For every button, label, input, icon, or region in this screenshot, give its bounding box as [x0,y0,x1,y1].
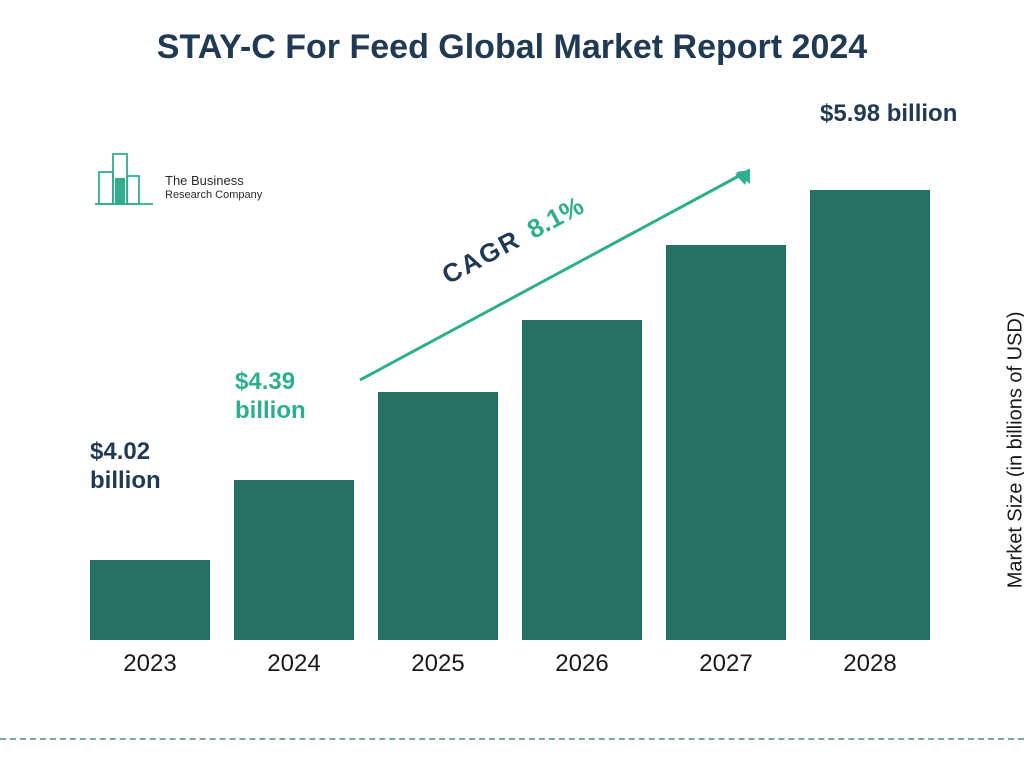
callout-2028: $5.98 billion [820,100,957,129]
cagr-annotation: CAGR8.1% [350,150,780,400]
bar-2024 [234,480,354,640]
x-label: 2024 [234,650,354,678]
bottom-divider [0,738,1024,740]
callout-2023: $4.02 billion [90,438,161,496]
x-label: 2023 [90,650,210,678]
x-label: 2028 [810,650,930,678]
bar-2023 [90,560,210,640]
callout-2024: $4.39 billion [235,368,306,426]
x-label: 2027 [666,650,786,678]
x-label: 2025 [378,650,498,678]
x-axis-labels: 2023 2024 2025 2026 2027 2028 [90,650,930,678]
chart-title: STAY-C For Feed Global Market Report 202… [0,28,1024,67]
bar-2025 [378,392,498,640]
x-label: 2026 [522,650,642,678]
y-axis-label: Market Size (in billions of USD) [1005,312,1024,589]
arrow-up-right-icon [350,150,780,400]
bar-2028 [810,190,930,640]
